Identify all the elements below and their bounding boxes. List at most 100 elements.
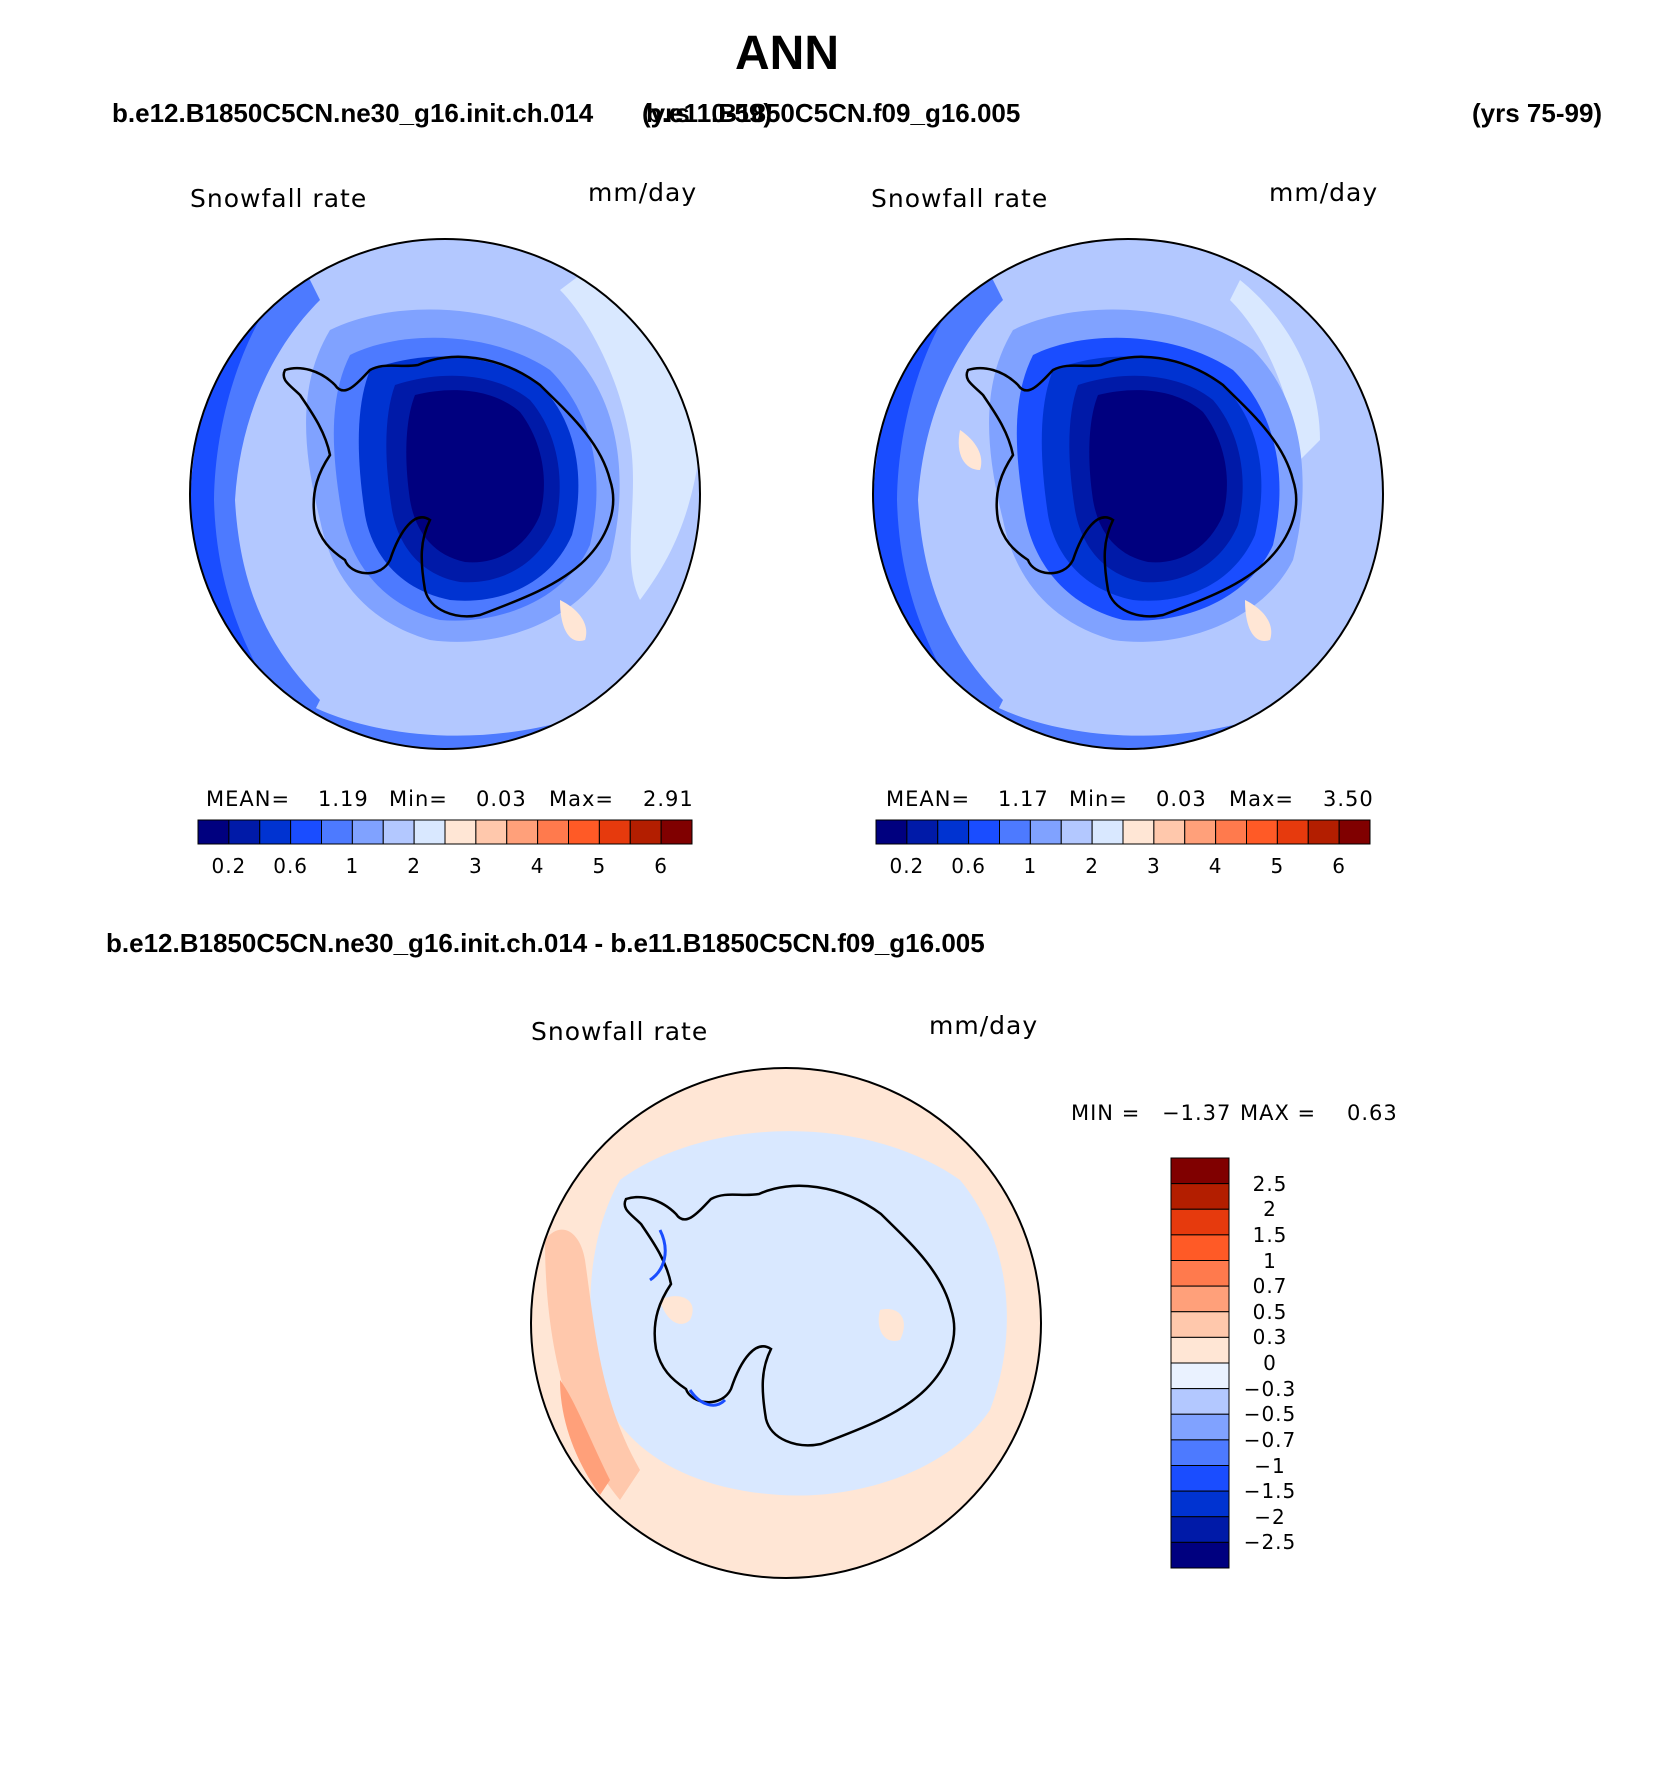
colorbar-swatch xyxy=(1184,819,1217,845)
colorbar-swatch xyxy=(1170,1439,1230,1466)
colorbar-swatch xyxy=(1170,1208,1230,1236)
colorbar-tick-label: 1 xyxy=(1023,854,1038,878)
colorbar-tick-label: 6 xyxy=(654,854,668,878)
colorbar-swatch xyxy=(1170,1285,1230,1313)
colorbar-difference xyxy=(1170,1157,1230,1569)
colorbar-tick-label: 3 xyxy=(1147,854,1161,878)
colorbar-swatch xyxy=(351,819,384,845)
case-years-2: (yrs 75-99) xyxy=(1472,98,1603,128)
colorbar-swatch xyxy=(506,819,539,845)
colorbar-tick-label: 1.5 xyxy=(1252,1222,1288,1247)
colorbar-tick-label: 1 xyxy=(345,854,360,878)
colorbar-tick-label: −1 xyxy=(1254,1453,1286,1478)
colorbar-tick-label: 0.7 xyxy=(1252,1274,1288,1299)
snowfall-map-1 xyxy=(189,238,701,750)
colorbar-swatch xyxy=(1170,1465,1230,1492)
panel2-units: mm/day xyxy=(1269,178,1379,207)
diff-max-value: 0.63 xyxy=(1347,1101,1398,1125)
colorbar-tick-label: 0 xyxy=(1263,1351,1277,1375)
colorbar-swatch xyxy=(1170,1336,1230,1364)
colorbar-swatch xyxy=(1338,819,1371,845)
panel1-mean-value: 1.19 xyxy=(318,787,369,811)
panel1-units: mm/day xyxy=(588,178,698,207)
colorbar-swatch xyxy=(598,819,631,845)
colorbar-swatch xyxy=(1170,1490,1230,1518)
colorbar-swatch xyxy=(1122,819,1155,845)
diff-max-label: MAX = xyxy=(1240,1101,1317,1125)
colorbar-tick-label: 0.2 xyxy=(889,854,925,878)
colorbar-swatch xyxy=(568,819,600,845)
colorbar-tick-label: 1 xyxy=(1263,1248,1277,1273)
panel1-min-value: 0.03 xyxy=(476,787,527,811)
colorbar-swatch xyxy=(1029,819,1062,845)
colorbar-tick-label: 2 xyxy=(407,854,421,878)
panel2-mean-label: MEAN= xyxy=(886,787,971,811)
colorbar-swatch xyxy=(1307,819,1340,845)
colorbar-swatch xyxy=(537,819,569,845)
panel1-max-label: Max= xyxy=(549,787,615,811)
colorbar-swatch xyxy=(413,819,446,845)
panel2-left-title: Snowfall rate xyxy=(871,184,1049,213)
colorbar-swatch xyxy=(1276,819,1309,845)
colorbar-tick-label: 6 xyxy=(1332,854,1346,878)
colorbar-swatch xyxy=(1170,1157,1230,1185)
colorbar-swatch xyxy=(197,819,230,845)
panel2-min-label: Min= xyxy=(1069,787,1128,811)
colorbar-tick-label: −0.5 xyxy=(1243,1402,1297,1427)
colorbar-tick-label: 2 xyxy=(1263,1197,1277,1222)
difference-map xyxy=(530,1067,1042,1579)
colorbar-swatch xyxy=(660,819,693,845)
colorbar-tick-label: −2.5 xyxy=(1243,1530,1297,1555)
case-name-2: b.e11.B1850C5CN.f09_g16.005 xyxy=(646,98,1021,128)
colorbar-tick-label: −0.3 xyxy=(1243,1376,1297,1401)
colorbar-swatch xyxy=(1170,1362,1230,1390)
colorbar-swatch xyxy=(968,819,1000,845)
colorbar-swatch xyxy=(290,819,322,845)
colorbar-swatch xyxy=(444,819,477,845)
colorbar-swatch xyxy=(259,819,292,845)
colorbar-swatch xyxy=(937,819,970,845)
colorbar-swatch xyxy=(1170,1311,1230,1338)
case-name-1: b.e12.B1850C5CN.ne30_g16.init.ch.014 xyxy=(112,98,594,128)
panel1-max-value: 2.91 xyxy=(643,787,694,811)
snowfall-map-2 xyxy=(872,238,1384,750)
diff-units: mm/day xyxy=(929,1011,1039,1040)
colorbar-swatch xyxy=(382,819,415,845)
colorbar-swatch xyxy=(1170,1234,1230,1261)
main-title: ANN xyxy=(735,27,839,80)
panel2-mean-value: 1.17 xyxy=(998,787,1049,811)
colorbar-tick-label: 3 xyxy=(469,854,483,878)
colorbar-swatch xyxy=(875,819,908,845)
colorbar-1 xyxy=(197,819,693,845)
colorbar-tick-label: 2.5 xyxy=(1252,1171,1288,1196)
colorbar-tick-label: −2 xyxy=(1254,1504,1286,1529)
case-years-1: (yrs 10-59) xyxy=(642,98,773,128)
colorbar-tick-label: −1.5 xyxy=(1243,1479,1297,1504)
panel2-max-value: 3.50 xyxy=(1323,787,1374,811)
colorbar-tick-label: 0.2 xyxy=(211,854,247,878)
colorbar-swatch xyxy=(321,819,353,845)
colorbar-tick-label: 0.6 xyxy=(951,854,987,878)
panel1-mean-label: MEAN= xyxy=(206,787,291,811)
colorbar-tick-label: 5 xyxy=(592,854,607,878)
diff-min-label: MIN = xyxy=(1071,1101,1141,1125)
colorbar-tick-label: 0.5 xyxy=(1252,1299,1288,1324)
colorbar-swatch xyxy=(1170,1183,1230,1210)
colorbar-swatch xyxy=(475,819,508,845)
colorbar-tick-label: 5 xyxy=(1270,854,1285,878)
colorbar-swatch xyxy=(1170,1388,1230,1415)
panel2-min-value: 0.03 xyxy=(1156,787,1207,811)
colorbar-swatch xyxy=(1091,819,1124,845)
colorbar-swatch xyxy=(228,819,261,845)
colorbar-swatch xyxy=(1246,819,1278,845)
colorbar-2 xyxy=(875,819,1371,845)
colorbar-tick-label: 0.3 xyxy=(1252,1325,1288,1350)
colorbar-swatch xyxy=(1170,1260,1230,1287)
colorbar-tick-label: 4 xyxy=(1208,854,1223,878)
colorbar-swatch xyxy=(1060,819,1093,845)
panel1-min-label: Min= xyxy=(389,787,448,811)
colorbar-swatch xyxy=(999,819,1031,845)
colorbar-tick-label: 0.6 xyxy=(273,854,309,878)
colorbar-swatch xyxy=(1170,1516,1230,1543)
